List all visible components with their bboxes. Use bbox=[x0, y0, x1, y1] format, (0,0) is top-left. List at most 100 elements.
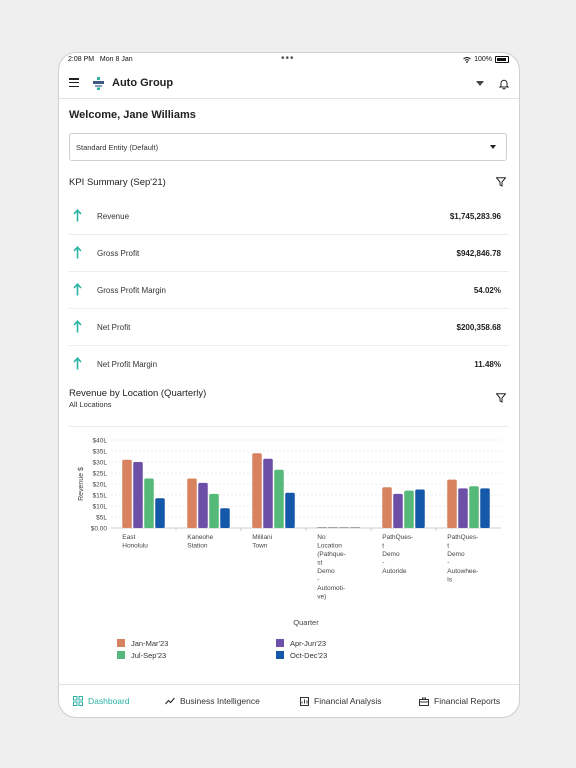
nav-label: Financial Reports bbox=[434, 696, 501, 706]
bar bbox=[415, 489, 425, 528]
chart-title: Revenue by Location (Quarterly) bbox=[69, 388, 207, 399]
kpi-row-gross-profit-margin[interactable]: Gross Profit Margin 54.02% bbox=[69, 272, 509, 309]
x-tick-label: (Pathque- bbox=[317, 551, 346, 558]
bar bbox=[458, 488, 468, 528]
trend-up-arrow-icon bbox=[73, 246, 82, 259]
legend-label: Apr-Jun'23 bbox=[290, 638, 327, 648]
kpi-row-gross-profit[interactable]: Gross Profit $942,846.78 bbox=[69, 235, 509, 272]
bar bbox=[198, 482, 208, 528]
bar bbox=[187, 478, 197, 528]
app-window: 2:08 PM Mon 8 Jan ••• 100% Auto Group We… bbox=[58, 52, 520, 718]
kpi-summary-title: KPI Summary (Sep'21) bbox=[69, 177, 166, 188]
x-tick-label: ve) bbox=[317, 594, 326, 601]
notification-bell-icon[interactable] bbox=[498, 78, 510, 90]
kpi-value: $942,846.78 bbox=[456, 249, 502, 258]
analysis-icon bbox=[300, 696, 309, 706]
bar bbox=[480, 488, 490, 528]
entity-dropdown[interactable]: Standard Entity (Default) bbox=[69, 133, 507, 161]
dashboard-icon bbox=[73, 696, 83, 706]
briefcase-icon bbox=[419, 697, 429, 706]
bar bbox=[393, 493, 403, 528]
legend-swatch bbox=[117, 651, 125, 659]
kpi-value: 11.48% bbox=[474, 360, 501, 369]
legend-label: Oct-Dec'23 bbox=[290, 650, 328, 660]
bar bbox=[209, 493, 219, 528]
wifi-icon bbox=[463, 56, 471, 63]
legend-column-1: Jan-Mar'23 Jul-Sep'23 bbox=[117, 638, 169, 660]
welcome-heading: Welcome, Jane Williams bbox=[69, 109, 196, 121]
y-tick-label: $10L bbox=[93, 504, 108, 511]
x-tick-label: Demo bbox=[317, 568, 335, 575]
y-axis-label: Revenue $ bbox=[78, 467, 85, 501]
chart-filter-icon[interactable] bbox=[496, 393, 506, 403]
legend-label: Jan-Mar'23 bbox=[131, 638, 169, 648]
x-tick-label: PathQues- bbox=[382, 534, 413, 541]
kpi-list: Revenue $1,745,283.96 Gross Profit $942,… bbox=[69, 198, 509, 382]
bar bbox=[404, 490, 414, 528]
legend-item[interactable]: Jul-Sep'23 bbox=[117, 650, 168, 660]
x-tick-label: - bbox=[317, 577, 319, 584]
battery-percent: 100% bbox=[474, 56, 492, 63]
bar bbox=[469, 486, 479, 528]
y-tick-label: $30L bbox=[93, 460, 108, 467]
x-tick-label: Location bbox=[317, 543, 342, 550]
multitask-dots-icon[interactable]: ••• bbox=[281, 53, 295, 64]
legend-label: Jul-Sep'23 bbox=[131, 650, 167, 660]
kpi-filter-icon[interactable] bbox=[496, 177, 506, 187]
trend-up-arrow-icon bbox=[73, 283, 82, 296]
nav-financial-analysis[interactable]: Financial Analysis bbox=[300, 696, 382, 706]
bar bbox=[285, 492, 295, 528]
x-tick-label: Honolulu bbox=[122, 543, 148, 550]
x-tick-label: Autoride bbox=[382, 568, 407, 575]
nav-business-intelligence[interactable]: Business Intelligence bbox=[165, 696, 260, 706]
chart-subtitle: All Locations bbox=[69, 400, 112, 409]
x-tick-label: ls bbox=[447, 577, 452, 584]
bar bbox=[155, 498, 165, 528]
kpi-value: $200,358.68 bbox=[456, 323, 502, 332]
bar bbox=[263, 458, 273, 528]
x-tick-label: t bbox=[447, 543, 449, 550]
x-tick-label: - bbox=[447, 560, 449, 567]
legend-swatch bbox=[276, 651, 284, 659]
x-tick-label: - bbox=[382, 560, 384, 567]
x-axis-label: Quarter bbox=[293, 618, 319, 627]
y-tick-label: $40L bbox=[93, 438, 108, 445]
chevron-down-icon[interactable] bbox=[476, 81, 484, 86]
x-tick-label: Demo bbox=[447, 551, 465, 558]
kpi-row-net-profit-margin[interactable]: Net Profit Margin 11.48% bbox=[69, 346, 509, 382]
status-bar: 2:08 PM Mon 8 Jan ••• 100% bbox=[59, 53, 519, 67]
nav-dashboard[interactable]: Dashboard bbox=[73, 696, 130, 706]
legend-item[interactable]: Jan-Mar'23 bbox=[117, 638, 169, 648]
x-tick-label: PathQues- bbox=[447, 534, 478, 541]
kpi-label: Gross Profit Margin bbox=[97, 286, 166, 295]
x-tick-label: Town bbox=[252, 543, 268, 550]
legend-item[interactable]: Apr-Jun'23 bbox=[276, 638, 327, 648]
trend-up-arrow-icon bbox=[73, 320, 82, 333]
x-tick-label: Autowhee- bbox=[447, 568, 478, 575]
x-tick-label: Kaneohe bbox=[187, 534, 213, 541]
x-tick-label: Demo bbox=[382, 551, 400, 558]
x-tick-label: East bbox=[122, 534, 135, 541]
y-tick-label: $35L bbox=[93, 449, 108, 456]
kpi-label: Gross Profit bbox=[97, 249, 140, 258]
bar bbox=[447, 479, 457, 528]
legend-item[interactable]: Oct-Dec'23 bbox=[276, 650, 328, 660]
trend-icon bbox=[165, 697, 175, 705]
revenue-bar-chart: $0.00 $5L $10L $15L $20L $25L $30L $35L $40L Reve… bbox=[78, 438, 501, 627]
trend-up-arrow-icon bbox=[73, 209, 82, 222]
bar bbox=[133, 462, 143, 528]
trend-up-arrow-icon bbox=[73, 357, 82, 370]
menu-icon[interactable] bbox=[69, 78, 79, 88]
kpi-label: Net Profit Margin bbox=[97, 360, 158, 369]
bar bbox=[220, 508, 230, 528]
kpi-row-net-profit[interactable]: Net Profit $200,358.68 bbox=[69, 309, 509, 346]
nav-financial-reports[interactable]: Financial Reports bbox=[419, 696, 500, 706]
status-indicators: 100% bbox=[463, 56, 509, 63]
kpi-row-revenue[interactable]: Revenue $1,745,283.96 bbox=[69, 198, 509, 235]
y-tick-label: $15L bbox=[93, 493, 108, 500]
y-tick-label: $5L bbox=[96, 515, 107, 522]
x-tick-label: Automoti- bbox=[317, 585, 345, 592]
bar bbox=[274, 469, 284, 528]
status-time: 2:08 PM Mon 8 Jan bbox=[68, 56, 133, 63]
caret-down-icon bbox=[490, 145, 496, 149]
